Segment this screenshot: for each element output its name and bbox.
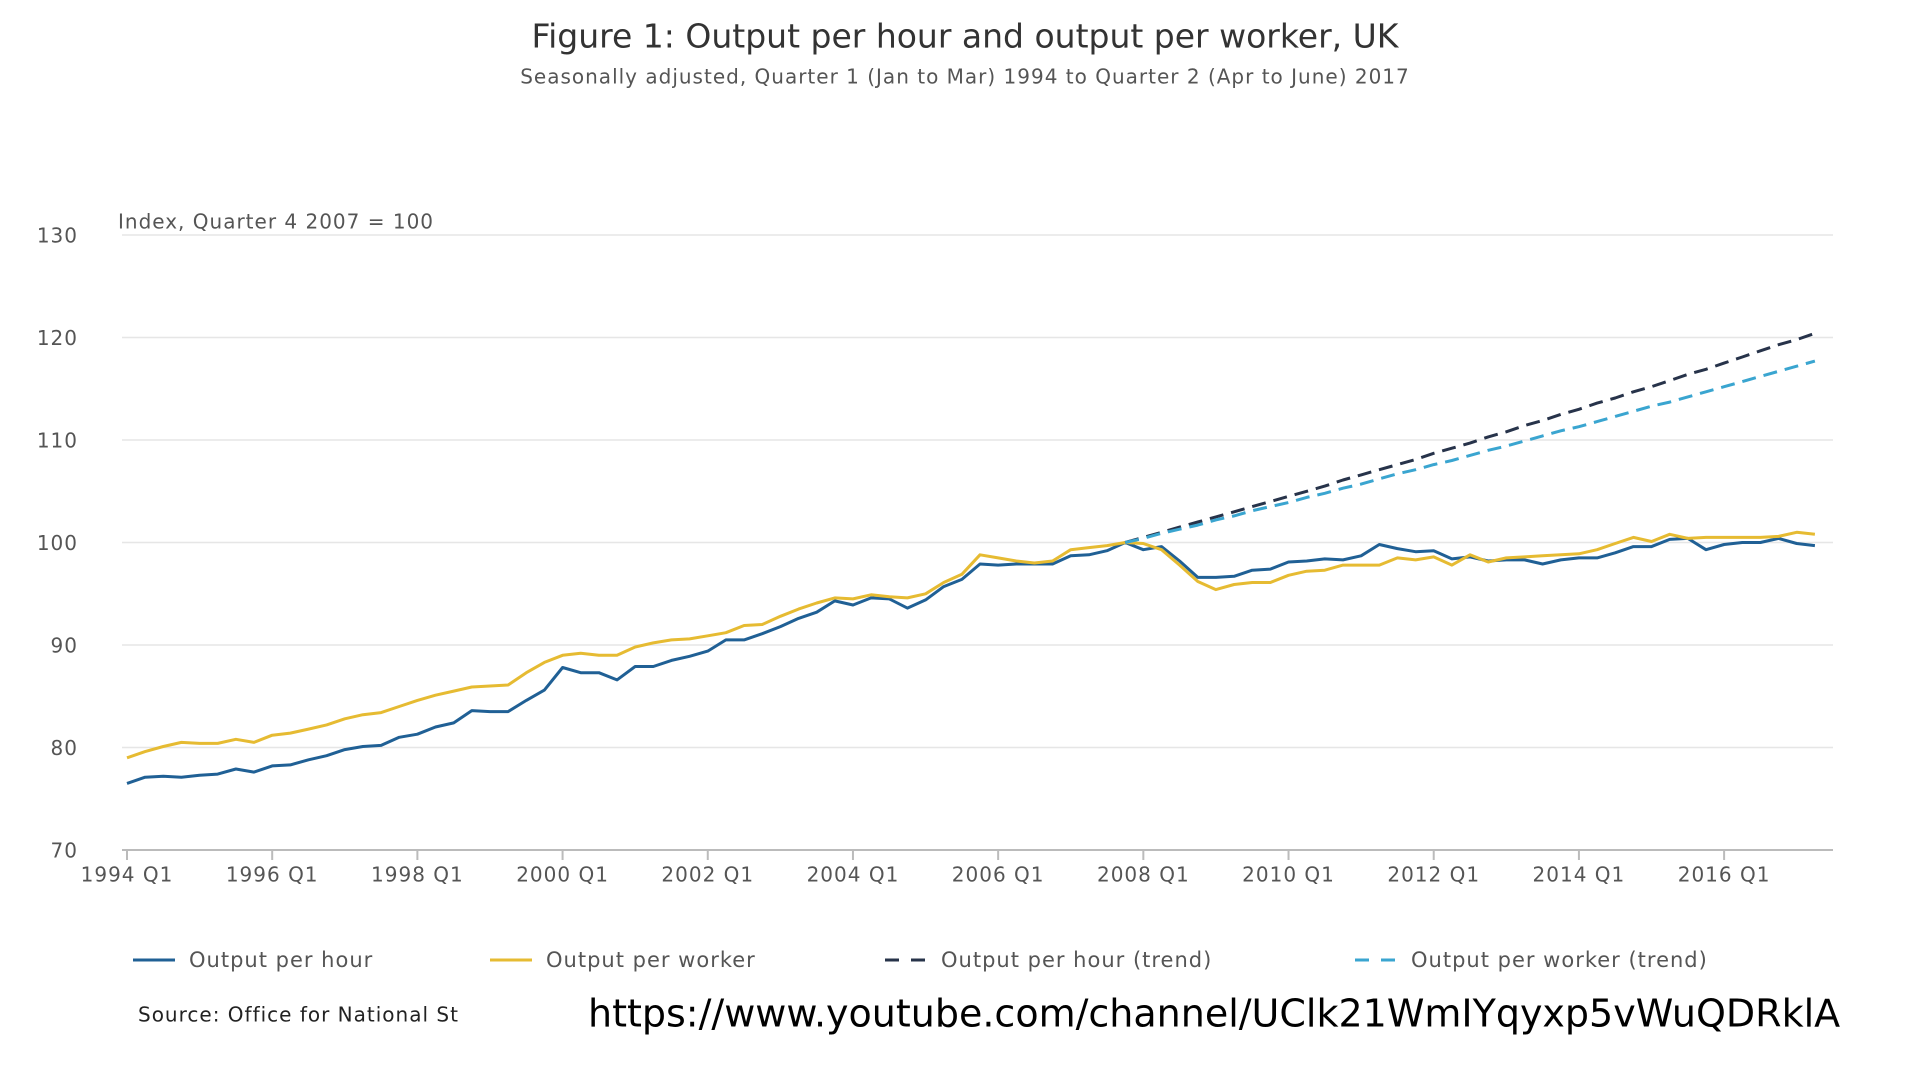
- y-tick-label: 90: [51, 634, 78, 658]
- x-tick-label: 1994 Q1: [81, 863, 174, 887]
- x-tick-label: 2006 Q1: [952, 863, 1045, 887]
- legend-label: Output per worker (trend): [1411, 948, 1708, 972]
- x-tick-label: 1996 Q1: [226, 863, 319, 887]
- source: Source: Office for National St: [138, 1003, 459, 1027]
- legend-label: Output per hour (trend): [941, 948, 1212, 972]
- chart-subtitle: Seasonally adjusted, Quarter 1 (Jan to M…: [520, 65, 1410, 89]
- legend-label: Output per worker: [546, 948, 756, 972]
- y-tick-label: 100: [37, 531, 78, 555]
- x-tick-label: 2002 Q1: [661, 863, 754, 887]
- x-tick-label: 2004 Q1: [807, 863, 900, 887]
- series-line: [126, 530, 1816, 760]
- legend-label: Output per hour: [189, 948, 373, 972]
- x-tick-label: 2016 Q1: [1678, 863, 1771, 887]
- overlay-url: https://www.youtube.com/channel/UClk21Wm…: [588, 992, 1840, 1036]
- x-tick-label: 2000 Q1: [516, 863, 609, 887]
- x-tick-label: 2008 Q1: [1097, 863, 1190, 887]
- series-line: [1124, 331, 1816, 544]
- y-tick-label: 130: [37, 224, 78, 248]
- x-tick-label: 2012 Q1: [1387, 863, 1480, 887]
- y-tick-label: 80: [51, 736, 78, 760]
- y-tick-label: 120: [37, 326, 78, 350]
- y-tick-label: 70: [51, 839, 78, 863]
- x-tick-label: 2014 Q1: [1533, 863, 1626, 887]
- chart-title: Figure 1: Output per hour and output per…: [532, 17, 1400, 56]
- y-tick-label: 110: [37, 429, 78, 453]
- x-tick-label: 2010 Q1: [1242, 863, 1335, 887]
- y-axis-label: Index, Quarter 4 2007 = 100: [118, 210, 434, 234]
- series-line: [1124, 359, 1816, 544]
- series-line: [126, 536, 1816, 785]
- x-tick-label: 1998 Q1: [371, 863, 464, 887]
